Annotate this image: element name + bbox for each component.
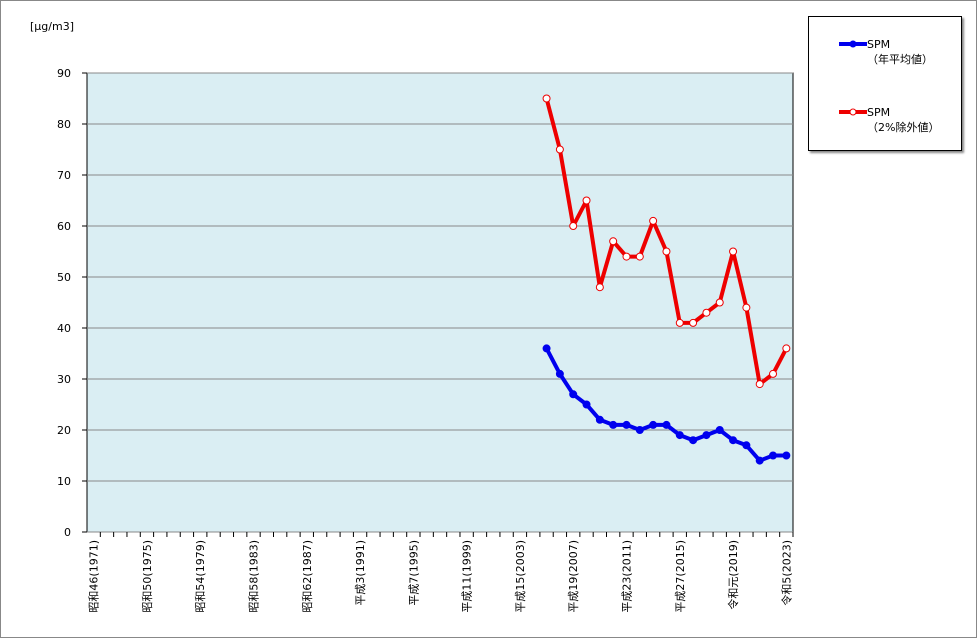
data-point: [742, 441, 751, 450]
data-point: [635, 252, 644, 261]
data-point: [675, 431, 684, 440]
data-point: [742, 303, 751, 312]
data-point: [582, 196, 591, 205]
plot-area: [86, 72, 794, 533]
data-point: [715, 426, 724, 434]
x-tick-label: 平成27(2015): [674, 540, 687, 613]
data-point: [555, 369, 564, 378]
x-tick-label: 平成3(1991): [354, 540, 367, 606]
data-point: [649, 216, 658, 225]
data-point: [609, 237, 618, 246]
y-tick-label: 60: [57, 220, 71, 233]
data-point: [569, 222, 578, 230]
x-tick-label: 昭和54(1979): [194, 540, 207, 613]
x-tick-label: 令和元(2019): [726, 540, 740, 610]
data-point: [582, 400, 591, 409]
legend-label: SPM （2%除外値）: [867, 106, 940, 134]
y-tick-label: 0: [64, 526, 71, 539]
y-tick-label: 30: [57, 373, 71, 386]
x-tick-label: 昭和62(1987): [301, 540, 314, 613]
data-point: [755, 380, 764, 389]
data-point: [715, 298, 724, 307]
data-point: [542, 94, 551, 103]
y-tick-label: 40: [57, 322, 71, 335]
x-tick-label: 昭和50(1975): [141, 540, 154, 613]
y-tick-label: 80: [57, 118, 71, 131]
data-point: [662, 247, 671, 256]
x-tick-label: 平成19(2007): [567, 540, 580, 613]
legend-swatch: [839, 108, 867, 116]
data-point: [662, 420, 671, 429]
legend: SPM （年平均値） SPM （2%除外値）: [808, 16, 962, 151]
data-point: [569, 390, 578, 399]
legend-swatch: [839, 40, 867, 48]
data-point: [595, 415, 604, 424]
data-point: [755, 456, 764, 465]
data-point: [782, 451, 791, 460]
y-unit: [μg/m3]: [30, 20, 74, 33]
data-point: [622, 420, 631, 429]
legend-label: SPM （年平均値）: [867, 38, 933, 66]
legend-marker: [849, 40, 857, 48]
data-point: [542, 344, 551, 353]
x-tick-label: 平成23(2011): [620, 540, 633, 613]
data-point: [689, 318, 698, 327]
data-point: [689, 436, 698, 445]
x-tick-label: 昭和46(1971): [88, 540, 101, 613]
data-point: [675, 318, 684, 327]
x-tick-label: 平成15(2003): [514, 540, 527, 613]
data-point: [769, 369, 778, 378]
data-point: [782, 344, 791, 353]
x-tick-label: 昭和58(1983): [248, 540, 261, 613]
data-point: [555, 145, 564, 154]
data-point: [702, 431, 711, 440]
y-tick-label: 70: [57, 169, 71, 182]
y-tick-label: 20: [57, 424, 71, 437]
legend-marker: [849, 108, 857, 116]
data-point: [729, 247, 738, 256]
x-tick-label: 平成11(1999): [461, 540, 474, 613]
data-point: [622, 252, 631, 261]
y-tick-label: 90: [57, 67, 71, 80]
data-point: [595, 283, 604, 292]
data-point: [769, 451, 778, 460]
data-point: [609, 420, 618, 429]
data-point: [649, 420, 658, 429]
y-tick-label: 50: [57, 271, 71, 284]
x-tick-label: 令和5(2023): [779, 540, 793, 606]
data-point: [702, 308, 711, 317]
data-point: [635, 426, 644, 434]
y-tick-label: 10: [57, 475, 71, 488]
x-tick-label: 平成7(1995): [407, 540, 420, 606]
data-point: [729, 436, 738, 445]
